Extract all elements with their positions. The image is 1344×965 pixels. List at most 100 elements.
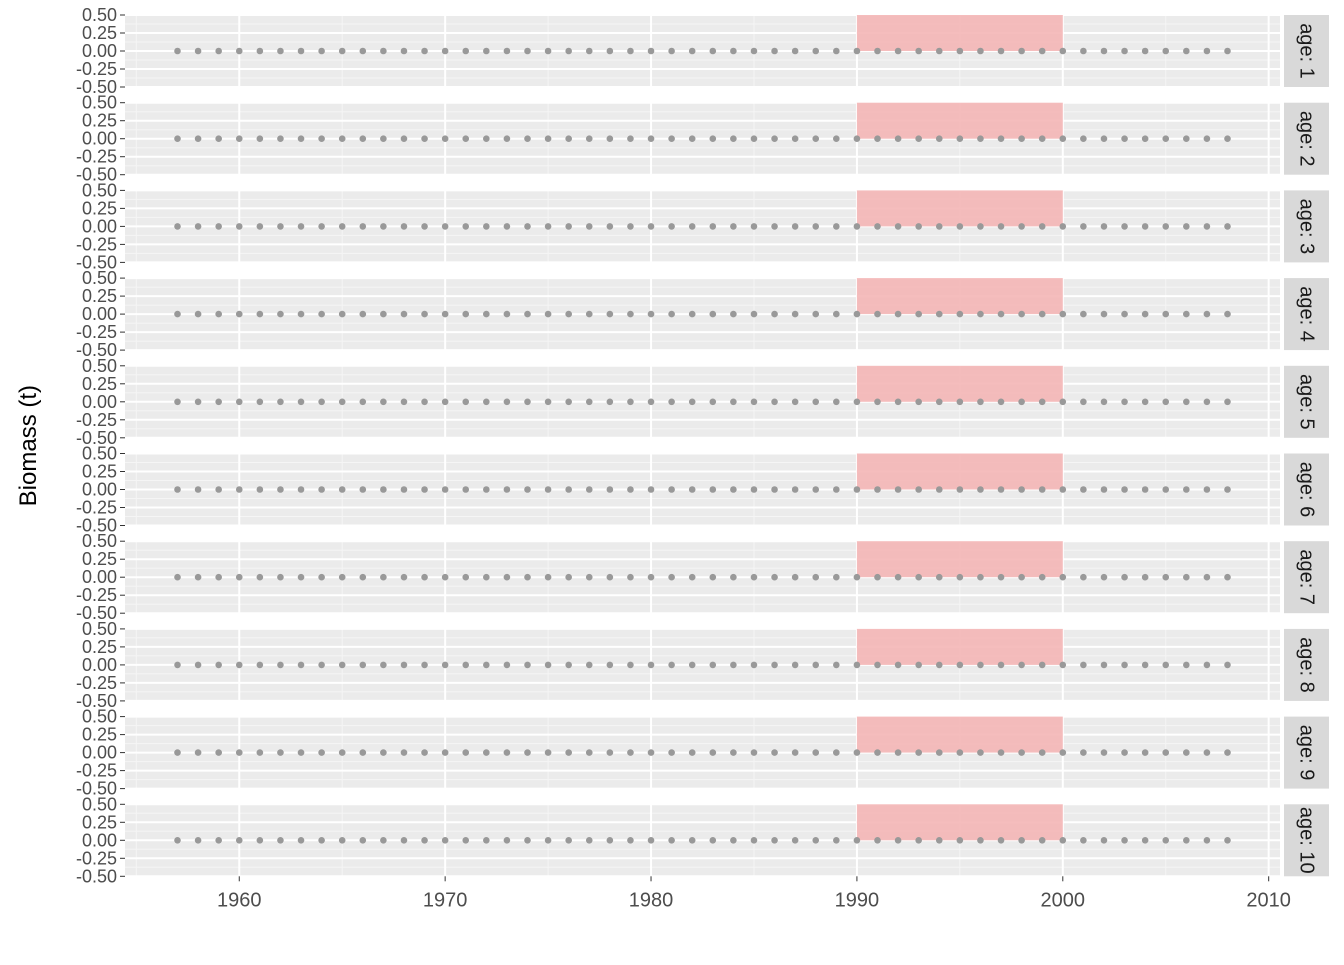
y-tick-label: 0.50 <box>82 444 117 464</box>
data-point <box>647 661 655 669</box>
data-point <box>750 223 758 230</box>
facet-strip <box>1284 541 1329 614</box>
data-point <box>1059 837 1067 844</box>
data-point <box>709 661 717 669</box>
data-point <box>256 47 264 55</box>
data-point <box>1183 573 1190 581</box>
facet-strip <box>1284 804 1329 877</box>
data-point <box>874 310 881 318</box>
data-point <box>1162 47 1170 55</box>
data-point <box>338 749 346 756</box>
data-point <box>338 398 346 406</box>
data-point <box>771 310 778 318</box>
data-point <box>215 749 222 756</box>
data-point <box>730 837 737 844</box>
data-point <box>1018 486 1025 493</box>
data-point <box>235 573 243 581</box>
data-point <box>1080 47 1087 55</box>
data-point <box>606 398 614 406</box>
y-tick-label: -0.50 <box>76 165 117 185</box>
data-point <box>174 573 181 581</box>
data-point <box>750 661 758 669</box>
data-point <box>194 573 202 581</box>
data-point <box>606 661 614 669</box>
data-point <box>853 573 861 581</box>
data-point <box>1018 135 1025 142</box>
data-point <box>833 749 840 756</box>
y-tick-label: 0.00 <box>82 830 117 850</box>
data-point <box>565 47 572 55</box>
data-point <box>668 47 675 55</box>
data-point <box>688 47 696 55</box>
data-point <box>1018 310 1025 318</box>
data-point <box>791 398 799 406</box>
data-point <box>894 310 902 318</box>
data-point <box>297 573 305 581</box>
data-point <box>421 135 428 142</box>
data-point <box>956 573 964 581</box>
data-point <box>585 47 593 55</box>
data-point <box>791 661 799 669</box>
data-point <box>318 661 325 669</box>
data-point <box>709 223 717 230</box>
data-point <box>544 573 552 581</box>
data-point <box>730 135 737 142</box>
data-point <box>421 223 428 230</box>
data-point <box>1203 310 1211 318</box>
data-point <box>215 135 222 142</box>
data-point <box>1080 398 1087 406</box>
data-point <box>771 573 778 581</box>
data-point <box>1121 573 1128 581</box>
y-tick-label: 0.50 <box>82 707 117 727</box>
data-point <box>400 310 408 318</box>
data-point <box>997 749 1005 756</box>
data-point <box>833 135 840 142</box>
facet-strip-label: age: 5 <box>1296 374 1318 430</box>
data-point <box>853 749 861 756</box>
data-point <box>606 223 614 230</box>
data-point <box>359 661 367 669</box>
data-point <box>380 837 387 844</box>
data-point <box>750 47 758 55</box>
data-point <box>1080 223 1087 230</box>
data-point <box>380 135 387 142</box>
data-point <box>297 661 305 669</box>
y-tick-label: 0.25 <box>82 198 117 218</box>
data-point <box>544 837 552 844</box>
data-point <box>1121 486 1128 493</box>
data-point <box>585 310 593 318</box>
data-point <box>627 135 634 142</box>
data-point <box>359 310 367 318</box>
facet-strip-label: age: 10 <box>1296 807 1318 874</box>
data-point <box>174 223 181 230</box>
data-point <box>1141 837 1149 844</box>
data-point <box>894 398 902 406</box>
data-point <box>833 47 840 55</box>
data-point <box>1038 837 1046 844</box>
data-point <box>709 749 717 756</box>
data-point <box>400 223 408 230</box>
data-point <box>462 749 470 756</box>
data-point <box>380 310 387 318</box>
data-point <box>750 837 758 844</box>
data-point <box>668 486 675 493</box>
data-point <box>1121 398 1128 406</box>
data-point <box>977 310 984 318</box>
data-point <box>338 310 346 318</box>
data-point <box>1162 398 1170 406</box>
data-point <box>812 135 820 142</box>
data-point <box>977 135 984 142</box>
data-point <box>235 486 243 493</box>
highlight-period <box>856 628 1063 665</box>
facet-strip-label: age: 9 <box>1296 725 1318 781</box>
y-tick-label: -0.25 <box>76 585 117 605</box>
data-point <box>688 135 696 142</box>
highlight-period <box>856 15 1063 51</box>
y-tick-label: 0.00 <box>82 304 117 324</box>
data-point <box>812 398 820 406</box>
data-point <box>1203 661 1211 669</box>
data-point <box>915 661 922 669</box>
data-point <box>771 223 778 230</box>
data-point <box>483 223 490 230</box>
